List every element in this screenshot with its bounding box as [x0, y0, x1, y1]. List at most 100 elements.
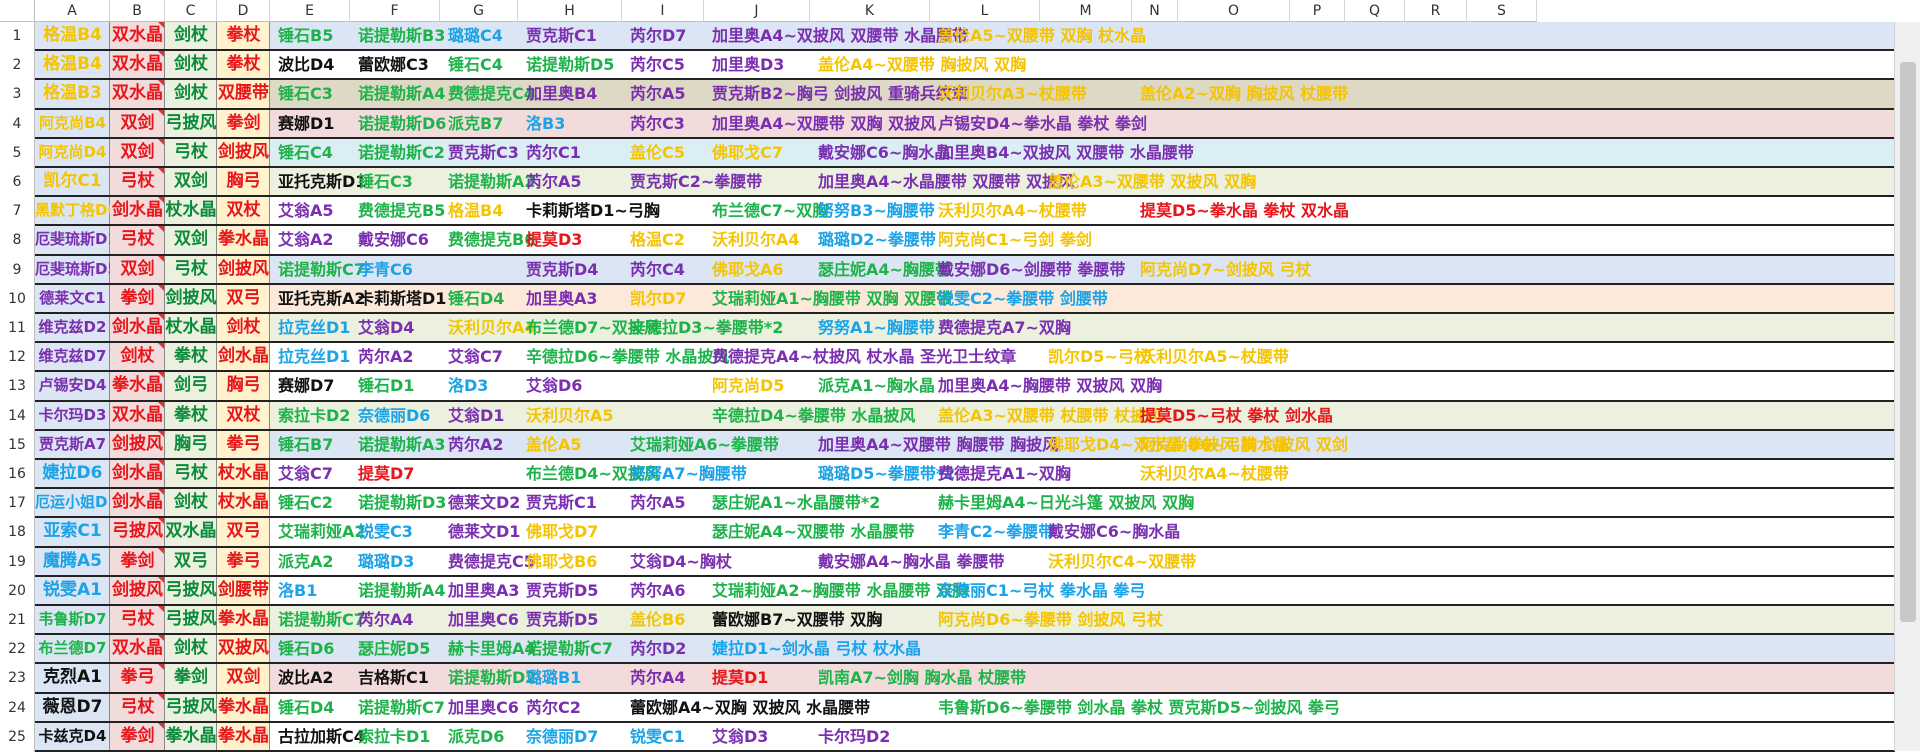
cell-k[interactable]: 盖伦A4~双腰带 胸披风 双胸 [818, 55, 1027, 75]
cell-h[interactable]: 诺提勒斯C7 [526, 639, 613, 659]
cell-e[interactable]: 亚托克斯D1 [278, 172, 367, 191]
cell-c[interactable] [165, 518, 217, 546]
cell-i[interactable]: 凯尔D7 [630, 288, 687, 308]
cell-c[interactable] [165, 109, 217, 137]
cell-c[interactable] [165, 489, 217, 517]
cell-j[interactable]: 加里奥D3 [712, 55, 785, 75]
cell-d[interactable] [217, 109, 270, 137]
cell-c[interactable] [165, 168, 217, 196]
cell-n[interactable]: 提莫D5~弓杖 拳杖 剑水晶 [1140, 405, 1333, 425]
cell-j[interactable]: 加里奥A4~双腰带 双胸 双披风 [712, 113, 937, 133]
cell-e[interactable]: 锤石C2 [278, 493, 333, 513]
column-header-e[interactable]: E [270, 0, 350, 22]
cell-j[interactable]: 佛耶戈C7 [712, 142, 783, 162]
cell-i[interactable]: 芮尔A5 [630, 493, 686, 513]
cell-b[interactable] [110, 51, 165, 79]
cell-m[interactable]: 佛耶戈D4~双水晶 拳披风 胸水晶 [1048, 434, 1289, 454]
column-header-m[interactable]: M [1040, 0, 1132, 22]
cell-f[interactable]: 锐雯C3 [358, 522, 413, 542]
cell-b[interactable] [110, 22, 165, 50]
cell-g[interactable]: 艾翁D1 [448, 405, 505, 425]
cell-l[interactable]: 盖伦A3~双腰带 杖腰带 杖披风 [938, 405, 1163, 425]
cell-b[interactable] [110, 518, 165, 546]
cell-k[interactable]: 戴安娜A4~胸水晶 拳腰带 [818, 551, 1005, 571]
cell-i[interactable]: 努努A7~胸腰带 [630, 464, 747, 483]
cell-f[interactable]: 奈德丽D6 [358, 405, 431, 425]
column-header-l[interactable]: L [930, 0, 1040, 22]
row-header[interactable]: 24 [0, 693, 35, 723]
cell-f[interactable]: 卡莉斯塔D1 [358, 288, 447, 308]
cell-l[interactable]: 阿克尚C1~弓剑 拳剑 [938, 230, 1092, 250]
cell-h[interactable]: 佛耶戈D7 [526, 522, 599, 542]
cell-g[interactable]: 费德提克B6 [448, 230, 536, 250]
row-header[interactable]: 4 [0, 109, 35, 139]
cell-a[interactable] [35, 372, 110, 400]
cell-d[interactable] [217, 430, 270, 458]
cell-f[interactable]: 提莫D7 [358, 464, 415, 483]
cell-a[interactable] [35, 635, 110, 663]
cell-j[interactable]: 费德提克A4~杖披风 杖水晶 圣光卫士纹章 [712, 347, 1017, 367]
row-header[interactable]: 25 [0, 722, 35, 752]
cell-i[interactable]: 芮尔D2 [630, 639, 687, 659]
cell-g[interactable]: 费德提克C4 [448, 84, 535, 104]
cell-e[interactable]: 锤石D4 [278, 697, 335, 717]
cell-d[interactable] [217, 80, 270, 108]
cell-b[interactable] [110, 226, 165, 254]
cell-c[interactable] [165, 635, 217, 663]
cell-d[interactable] [217, 284, 270, 312]
cell-d[interactable] [217, 22, 270, 50]
cell-d[interactable] [217, 460, 270, 488]
cell-i[interactable]: 辛德拉D3~拳腰带*2 [630, 318, 784, 337]
cell-l[interactable]: 费德提克A7~双胸 [938, 318, 1071, 337]
cell-e[interactable]: 锤石D6 [278, 639, 335, 659]
cell-j[interactable]: 贾克斯B2~胸弓 剑披风 重骑兵纹章 [712, 84, 968, 104]
cell-b[interactable] [110, 284, 165, 312]
column-header-b[interactable]: B [110, 0, 165, 22]
cell-k[interactable]: 加里奥A4~水晶腰带 双腰带 双披风 [818, 172, 1075, 191]
row-header[interactable]: 20 [0, 576, 35, 606]
cell-f[interactable]: 诺提勒斯A3 [358, 434, 446, 454]
cell-j[interactable]: 艾翁D3 [712, 726, 769, 746]
cell-e[interactable]: 艾翁A5 [278, 201, 334, 221]
cell-g[interactable]: 派克B7 [448, 113, 504, 133]
column-header-r[interactable]: R [1405, 0, 1467, 22]
row-header[interactable]: 17 [0, 489, 35, 519]
cell-j[interactable]: 提莫D1 [712, 668, 769, 688]
cell-c[interactable] [165, 197, 217, 225]
vertical-scrollbar[interactable] [1894, 22, 1920, 751]
row-header[interactable]: 12 [0, 343, 35, 373]
cell-g[interactable]: 德莱文D2 [448, 493, 521, 513]
cell-k[interactable]: 璐璐D5~拳腰带*2 [818, 464, 956, 483]
row-header[interactable]: 2 [0, 51, 35, 81]
cell-k[interactable]: 卡尔玛D2 [818, 726, 891, 746]
cell-i[interactable]: 艾瑞莉娅A6~拳腰带 [630, 434, 779, 454]
cell-k[interactable]: 瑟庄妮A4~胸腰带 [818, 259, 951, 279]
row-header[interactable]: 15 [0, 430, 35, 460]
row-header[interactable]: 9 [0, 255, 35, 285]
cell-e[interactable]: 波比A2 [278, 668, 334, 688]
cell-e[interactable]: 亚托克斯A2 [278, 288, 366, 308]
cell-d[interactable] [217, 372, 270, 400]
cell-b[interactable] [110, 664, 165, 692]
cell-f[interactable]: 芮尔A2 [358, 347, 414, 367]
row-header[interactable]: 18 [0, 518, 35, 548]
cell-a[interactable] [35, 606, 110, 634]
cell-l[interactable]: 李青C2~拳腰带 [938, 522, 1055, 542]
cell-k[interactable]: 派克A1~胸水晶 [818, 376, 935, 396]
cell-k[interactable]: 凯南A7~剑胸 胸水晶 杖腰带 [818, 668, 1027, 688]
cell-g[interactable]: 芮尔A2 [448, 434, 504, 454]
cell-e[interactable]: 诺提勒斯C7 [278, 259, 365, 279]
cell-j[interactable]: 瑟庄妮A4~双腰带 水晶腰带 [712, 522, 915, 542]
cell-e[interactable]: 艾瑞莉娅A2 [278, 522, 366, 542]
cell-a[interactable] [35, 51, 110, 79]
column-header-j[interactable]: J [704, 0, 810, 22]
cell-j[interactable]: 蕾欧娜B7~双腰带 双胸 [712, 610, 883, 629]
cell-l[interactable]: 加里奥A4~胸腰带 双披风 双胸 [938, 376, 1163, 396]
cell-e[interactable]: 派克A2 [278, 551, 334, 571]
cell-h[interactable]: 辛德拉D6~拳腰带 水晶披风 [526, 347, 730, 367]
cell-f[interactable]: 戴安娜C6 [358, 230, 429, 250]
cell-f[interactable]: 瑟庄妮D5 [358, 639, 431, 659]
cell-e[interactable]: 赛娜D7 [278, 376, 335, 396]
cell-d[interactable] [217, 401, 270, 429]
cell-n[interactable]: 沃利贝尔A5~杖腰带 [1140, 347, 1289, 367]
